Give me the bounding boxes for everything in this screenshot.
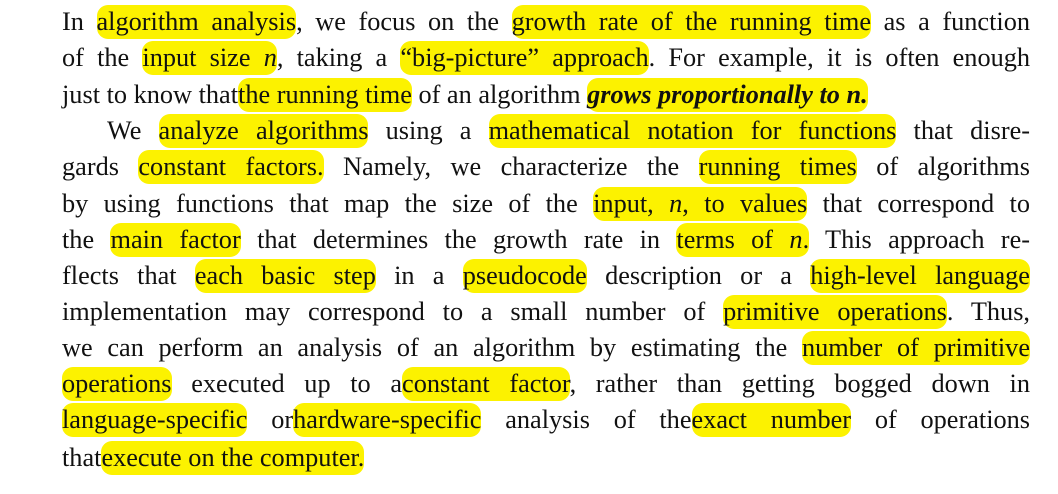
highlight-constant-factor: constant factor <box>402 367 570 401</box>
paragraph-1-line-3: just to know thatthe running time of an … <box>62 77 1030 113</box>
highlight-terms-of-n: terms of n. <box>676 223 810 257</box>
math-variable: n <box>789 225 803 254</box>
text-run: of operations <box>874 405 1031 434</box>
paragraph-2-line-5: flects that each basic step in a pseudoc… <box>62 258 1030 294</box>
highlight-text: . <box>861 80 868 109</box>
highlight-each-basic-step: each basic step <box>194 259 376 293</box>
paragraph-2-line-8: operations executed up to aconstant fact… <box>62 366 1030 402</box>
highlight-primitive-operations: primitive operations <box>723 295 947 329</box>
text-run: We <box>107 116 142 145</box>
paragraph-2-line-10: thatexecute on the computer. <box>62 440 1030 476</box>
text-run: that <box>62 443 102 472</box>
highlight-operations: operations <box>62 367 172 401</box>
paragraph-2-line-4: the main factor that determines the grow… <box>62 222 1030 258</box>
paragraph-1-line-1: In algorithm analysis, we focus on the g… <box>62 4 1030 40</box>
text-run: , we focus on the <box>296 7 500 36</box>
text-run: Namely, we characterize the <box>343 152 680 181</box>
highlight-grows-proportionally: grows proportionally to n. <box>587 78 868 112</box>
highlight-big-picture: “big-picture” approach <box>400 41 649 75</box>
highlight-algorithm-analysis: algorithm analysis <box>96 5 297 39</box>
highlight-text: , to values <box>682 189 808 218</box>
text-run: the <box>62 225 95 254</box>
paragraph-2-line-6: implementation may correspond to a small… <box>62 294 1030 330</box>
highlight-text: input, <box>593 189 670 218</box>
highlight-input-size: input size n <box>142 41 277 75</box>
paragraph-2-line-9: language-specific orhardware-specific an… <box>62 402 1030 438</box>
highlight-high-level-language: high-level language <box>810 259 1030 293</box>
text-run: gards <box>62 152 119 181</box>
text-run: . For example, it is often enough <box>648 43 1031 72</box>
text-run: just to know that <box>62 80 239 109</box>
text-run: description or a <box>605 261 792 290</box>
highlight-text: input size <box>142 43 264 72</box>
text-run: of algorithms <box>876 152 1030 181</box>
text-run: In <box>62 7 84 36</box>
highlight-running-time: the running time <box>238 78 412 112</box>
text-run: . Thus, <box>946 297 1031 326</box>
text-run: of the <box>62 43 130 72</box>
highlight-running-times: running times <box>698 150 857 184</box>
highlight-growth-rate: growth rate of the running time <box>511 5 872 39</box>
text-run: that correspond to <box>822 189 1031 218</box>
math-variable: n <box>669 189 683 218</box>
highlight-execute-on-computer: execute on the computer. <box>101 441 365 475</box>
highlight-text: terms of <box>676 225 790 254</box>
text-run: as a function <box>883 7 1031 36</box>
text-run: , rather than getting bogged down in <box>569 369 1030 398</box>
paragraph-1-line-2: of the input size n, taking a “big-pictu… <box>62 40 1030 76</box>
text-run: This approach re- <box>825 225 1030 254</box>
paragraph-2-line-3: by using functions that map the size of … <box>62 186 1030 222</box>
paragraph-2-line-1: We analyze algorithms using a mathematic… <box>107 113 1030 149</box>
highlight-text: grows proportionally to <box>587 80 847 109</box>
math-variable: n <box>846 80 862 109</box>
highlight-constant-factors: constant factors. <box>138 150 324 184</box>
text-run: implementation may correspond to a small… <box>62 297 706 326</box>
text-run: executed up to a <box>191 369 403 398</box>
highlight-main-factor: main factor <box>110 223 241 257</box>
highlight-exact-number: exact number <box>691 403 852 437</box>
text-run: that disre- <box>913 116 1030 145</box>
highlight-mathematical-notation: mathematical notation for functions <box>488 114 897 148</box>
math-variable: n <box>263 43 277 72</box>
highlight-language-specific: language-specific <box>62 403 248 437</box>
text-run: we can perform an analysis of an algorit… <box>62 333 788 362</box>
paragraph-2-line-7: we can perform an analysis of an algorit… <box>62 330 1030 366</box>
highlight-pseudocode: pseudocode <box>462 259 587 293</box>
highlight-analyze-algorithms: analyze algorithms <box>158 114 369 148</box>
text-run: , taking a <box>276 43 388 72</box>
text-run: flects that <box>62 261 177 290</box>
highlight-hardware-specific: hardware-specific <box>293 403 482 437</box>
text-run: of an algorithm <box>418 80 581 109</box>
text-run: by using functions that map the size of … <box>62 189 578 218</box>
text-run: using a <box>385 116 472 145</box>
paragraph-2-line-2: gards constant factors. Namely, we chara… <box>62 149 1030 185</box>
text-run: in a <box>394 261 445 290</box>
text-run: that determines the growth rate in <box>257 225 661 254</box>
highlight-text: . <box>802 225 810 254</box>
text-run: analysis of the <box>505 405 692 434</box>
highlight-input-n-values: input, n, to values <box>593 187 808 221</box>
text-run: or <box>271 405 294 434</box>
highlight-number-of-primitive: number of primitive <box>801 331 1030 365</box>
